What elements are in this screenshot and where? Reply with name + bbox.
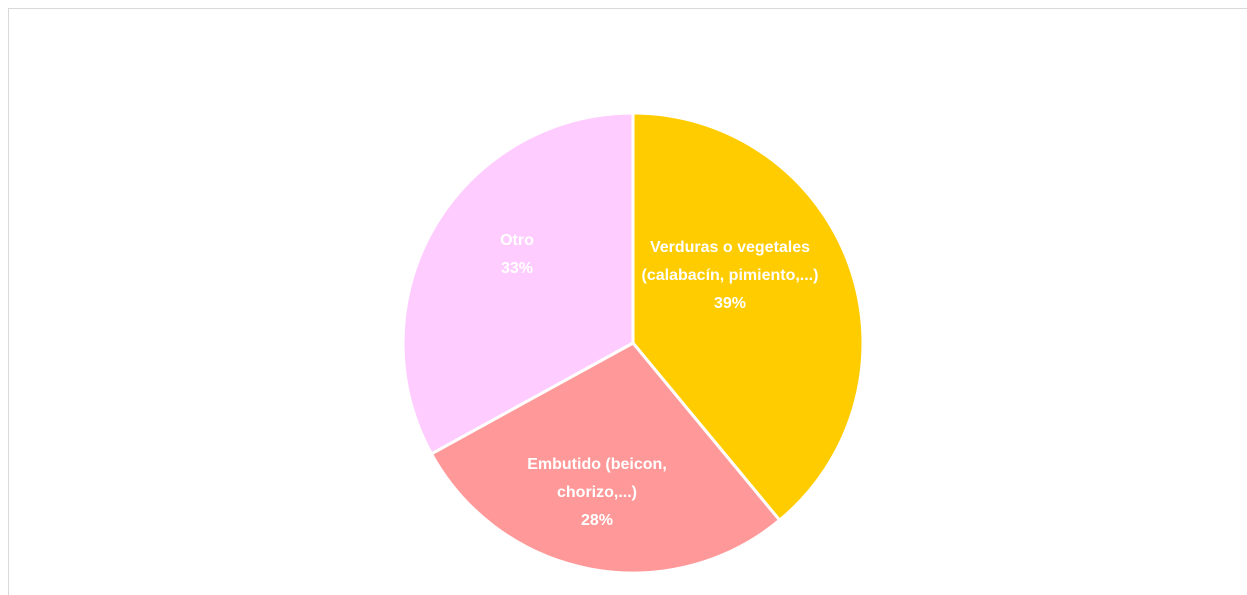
- slice-category: Verduras o vegetales (calabacín, pimient…: [641, 239, 819, 284]
- slice-category: Embutido (beicon, chorizo,...): [527, 456, 667, 501]
- slice-value: 33%: [500, 260, 534, 277]
- slice-label: Otro 33%: [462, 227, 572, 283]
- pie-slice: [631, 111, 865, 523]
- slice-value: 28%: [580, 512, 614, 529]
- slice-category: Otro: [500, 232, 534, 249]
- pie-slice: [429, 341, 782, 575]
- slice-label: Embutido (beicon, chorizo,...) 28%: [497, 451, 697, 535]
- pie-slice: [401, 111, 635, 456]
- slice-value: 39%: [713, 295, 747, 312]
- slice-label: Verduras o vegetales (calabacín, pimient…: [623, 234, 838, 318]
- chart-frame: [8, 8, 1247, 595]
